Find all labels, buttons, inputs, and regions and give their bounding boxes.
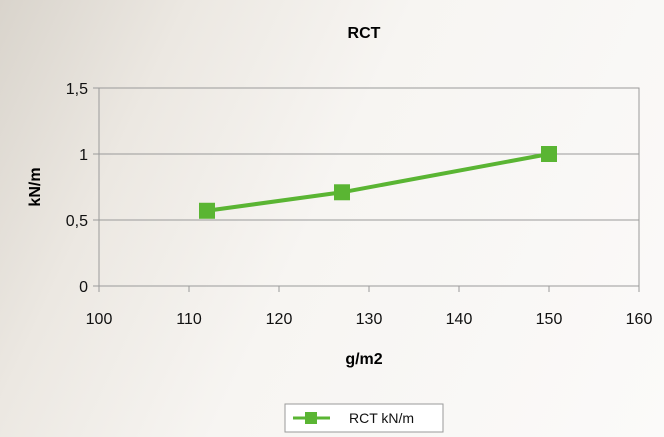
- y-tick-label: 1,5: [66, 81, 88, 98]
- legend: RCT kN/m: [284, 403, 444, 433]
- chart-title: RCT: [348, 25, 381, 42]
- data-point-marker: [199, 202, 215, 219]
- x-tick-label: 100: [86, 311, 113, 328]
- data-point-marker: [334, 184, 350, 201]
- data-point-marker: [541, 146, 557, 162]
- x-axis-title: g/m2: [345, 351, 382, 368]
- x-tick-label: 140: [446, 311, 473, 328]
- x-tick-label: 120: [266, 311, 293, 328]
- x-tick-label: 130: [356, 311, 383, 328]
- y-tick-label: 1: [79, 147, 88, 164]
- legend-marker-swatch: [305, 412, 317, 424]
- axis-ticks: 0 0,5 1 1,5 100 110 120 130 140 150 160: [66, 81, 653, 328]
- x-tick-label: 110: [176, 311, 202, 328]
- legend-label: RCT kN/m: [349, 410, 414, 426]
- y-tick-label: 0,5: [66, 213, 88, 230]
- y-axis-title: kN/m: [27, 167, 44, 206]
- series-line: [206, 152, 550, 213]
- y-tick-label: 0: [79, 279, 88, 296]
- x-tick-label: 150: [536, 311, 563, 328]
- series-layer: [199, 146, 557, 219]
- x-tick-label: 160: [626, 311, 653, 328]
